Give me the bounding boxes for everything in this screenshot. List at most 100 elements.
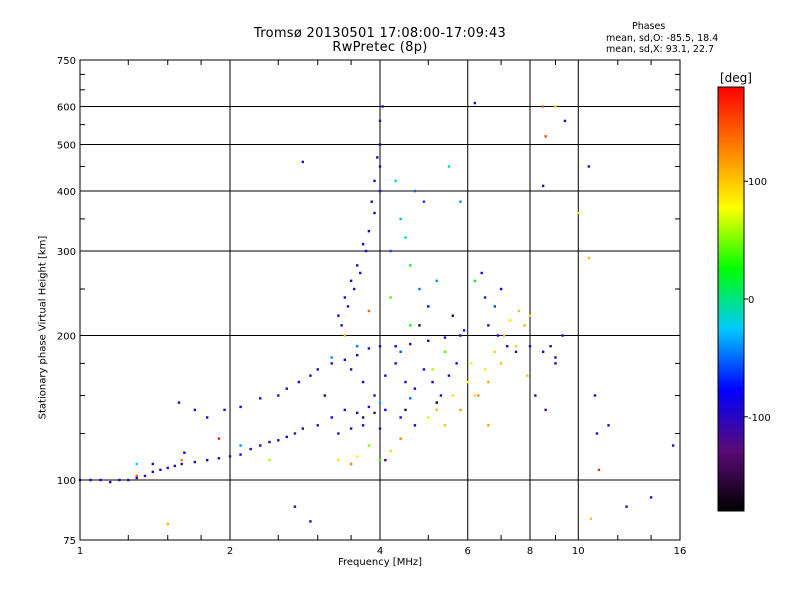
data-point	[337, 458, 340, 462]
data-point	[228, 455, 232, 458]
data-point	[399, 217, 402, 221]
data-point	[378, 427, 382, 430]
data-point	[223, 408, 226, 412]
data-point	[384, 374, 387, 377]
data-point	[135, 474, 138, 478]
data-point	[343, 358, 347, 362]
data-point	[166, 522, 169, 526]
y-tick-label: 100	[57, 476, 76, 487]
data-point	[649, 496, 653, 499]
chart-title: Tromsø 20130501 17:08:00-17:09:43	[253, 26, 507, 41]
data-point	[268, 458, 271, 462]
data-point	[526, 374, 529, 377]
data-point	[361, 424, 365, 427]
data-point	[349, 368, 353, 371]
data-point	[487, 424, 490, 427]
data-point	[473, 279, 477, 283]
phase-stats-x-mode: mean, sd,X: 93.1, 22.7	[606, 44, 715, 55]
grid-lines	[80, 60, 680, 540]
data-point	[389, 249, 392, 253]
data-point	[297, 380, 301, 384]
data-point	[259, 444, 262, 447]
data-point	[431, 368, 434, 371]
data-point	[466, 380, 469, 384]
data-point	[549, 345, 552, 348]
data-point	[277, 394, 280, 397]
data-point	[330, 356, 333, 359]
data-point	[554, 362, 557, 365]
data-point	[409, 324, 412, 327]
data-point	[364, 249, 368, 253]
data-point	[487, 380, 490, 384]
data-point	[493, 350, 497, 353]
data-point	[373, 411, 376, 415]
data-point	[427, 305, 430, 308]
data-point	[473, 101, 477, 105]
data-point	[595, 432, 599, 435]
data-point	[268, 440, 271, 444]
data-point	[413, 424, 417, 427]
data-point	[349, 427, 353, 430]
data-point	[384, 458, 387, 462]
data-point	[493, 305, 497, 308]
data-point	[443, 424, 447, 427]
data-point	[597, 468, 601, 472]
data-point	[561, 334, 564, 337]
y-tick-label: 400	[57, 187, 76, 198]
phase-stats-o-mode: mean, sd,O: -85.5, 18.4	[606, 33, 719, 44]
x-axis-label: Frequency [MHz]	[337, 557, 423, 568]
data-point	[293, 505, 297, 508]
data-point	[541, 350, 545, 353]
data-point	[151, 462, 155, 466]
data-point	[301, 427, 305, 430]
data-point	[367, 347, 371, 350]
data-point	[330, 362, 333, 365]
data-point	[151, 470, 155, 474]
data-point	[337, 432, 340, 435]
data-point	[483, 296, 487, 299]
data-point	[127, 478, 130, 482]
data-point	[577, 211, 580, 215]
data-point	[118, 478, 121, 482]
data-point	[409, 397, 412, 400]
data-point	[352, 287, 356, 291]
phase-stats-heading: Phases	[632, 21, 666, 32]
data-point	[361, 416, 365, 419]
data-point	[239, 444, 242, 447]
chart-subtitle: RwPretec (8p)	[332, 40, 428, 55]
data-point	[109, 480, 112, 484]
data-point	[259, 397, 262, 400]
colorbar-label: [deg]	[720, 71, 752, 85]
data-point	[502, 334, 506, 337]
data-point	[249, 447, 252, 451]
data-point	[384, 408, 387, 412]
y-tick-label: 200	[57, 332, 76, 343]
data-point	[435, 401, 438, 404]
data-point	[587, 256, 591, 260]
y-tick-label: 600	[57, 103, 76, 114]
data-point	[534, 394, 537, 397]
x-tick-label: 6	[465, 546, 471, 557]
data-point	[443, 336, 447, 339]
data-point	[589, 517, 593, 521]
data-point	[205, 458, 209, 462]
data-point	[301, 160, 305, 164]
data-point	[418, 287, 421, 291]
data-point	[587, 165, 591, 168]
data-point	[427, 339, 430, 343]
data-point	[316, 368, 319, 371]
data-point	[409, 342, 412, 346]
x-tick-label: 1	[77, 546, 83, 557]
data-point	[422, 200, 426, 203]
plot-frame	[79, 59, 681, 541]
data-point	[607, 424, 610, 427]
data-point	[285, 387, 288, 390]
data-point	[499, 287, 503, 291]
data-point	[470, 362, 473, 365]
data-point	[394, 179, 397, 183]
colorbar-tick-label: 0	[748, 295, 754, 306]
data-point	[480, 271, 483, 275]
data-point	[399, 350, 402, 353]
